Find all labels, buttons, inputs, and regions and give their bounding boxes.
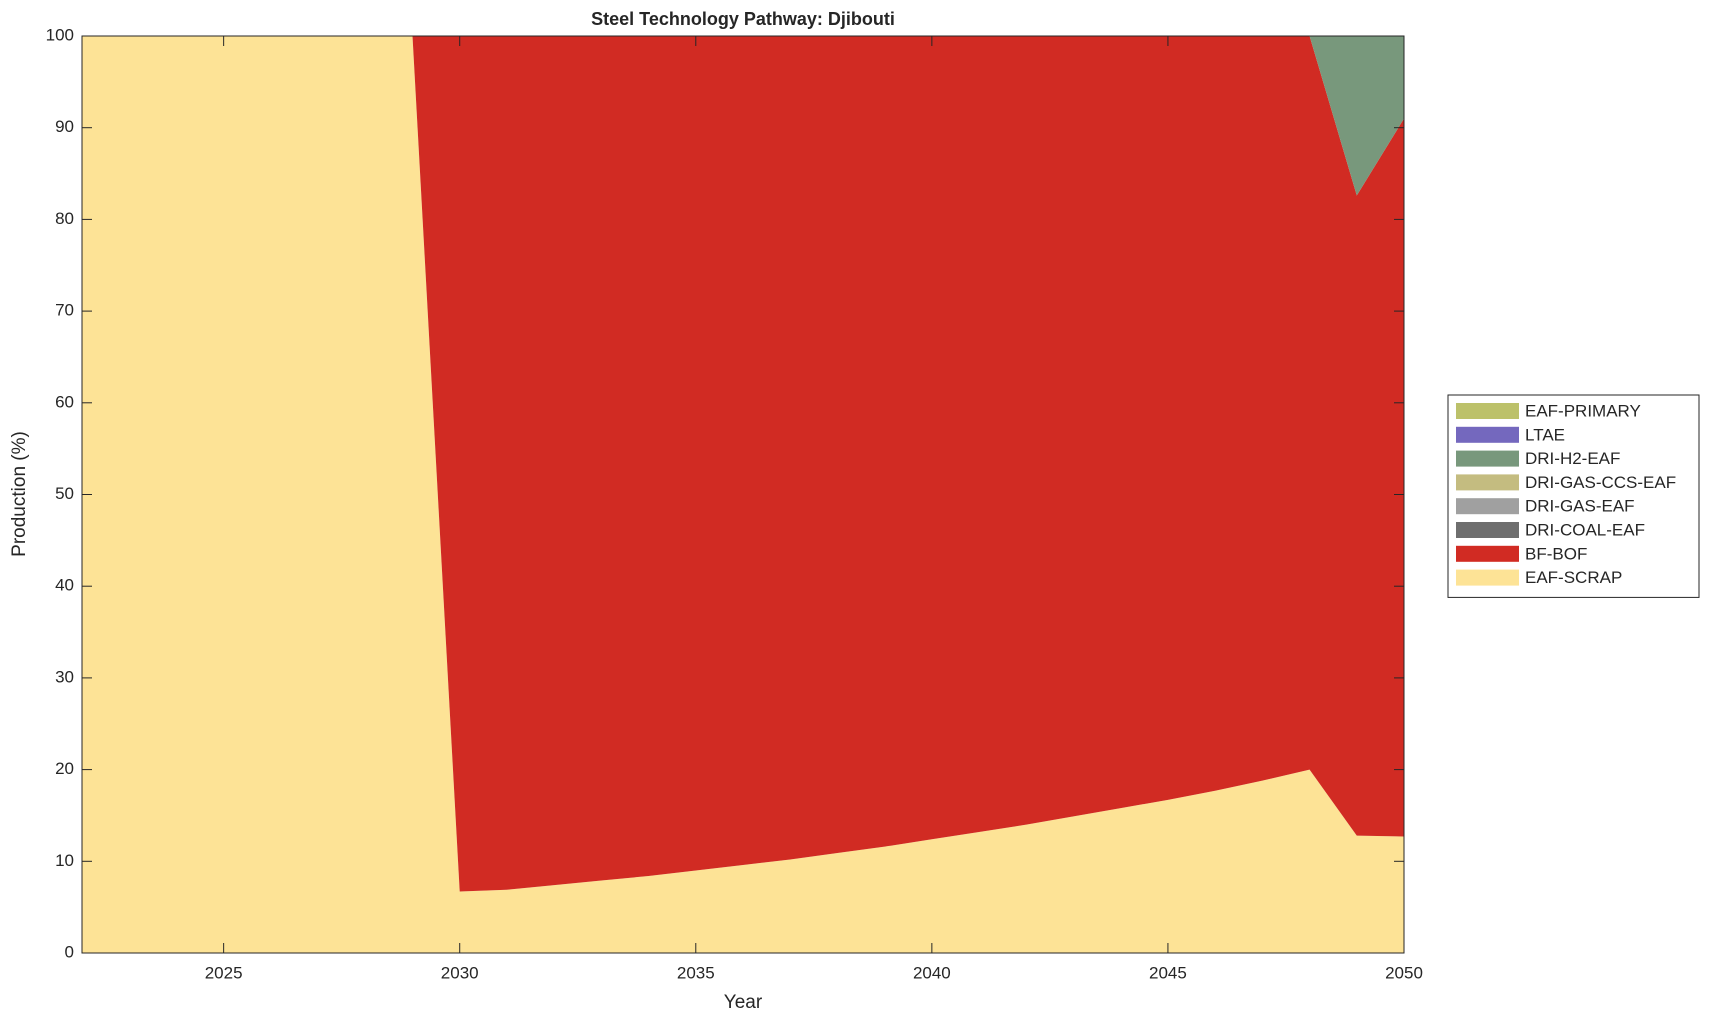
- legend-swatch: [1456, 403, 1519, 419]
- y-tick-label: 10: [55, 851, 74, 870]
- y-tick-label: 100: [46, 25, 74, 44]
- y-tick-label: 70: [55, 301, 74, 320]
- legend-swatch: [1456, 498, 1519, 515]
- x-tick-label: 2050: [1385, 963, 1423, 982]
- y-tick-label: 90: [55, 117, 74, 136]
- legend-label: EAF-PRIMARY: [1525, 401, 1641, 420]
- y-tick-label: 60: [55, 392, 74, 411]
- x-tick-label: 2035: [677, 963, 715, 982]
- x-tick-label: 2025: [205, 963, 243, 982]
- legend-label: DRI-GAS-EAF: [1525, 497, 1635, 516]
- x-tick-label: 2040: [913, 963, 951, 982]
- legend-swatch: [1456, 450, 1519, 467]
- y-tick-label: 20: [55, 759, 74, 778]
- y-tick-label: 50: [55, 484, 74, 503]
- legend-label: DRI-COAL-EAF: [1525, 520, 1645, 539]
- y-tick-label: 40: [55, 576, 74, 595]
- y-tick-label: 30: [55, 667, 74, 686]
- legend-label: DRI-H2-EAF: [1525, 449, 1620, 468]
- legend-label: DRI-GAS-CCS-EAF: [1525, 473, 1676, 492]
- legend-swatch: [1456, 545, 1519, 562]
- legend-swatch: [1456, 522, 1519, 538]
- area: [82, 36, 1404, 892]
- y-tick-label: 0: [65, 942, 74, 961]
- y-tick-label: 80: [55, 209, 74, 228]
- x-tick-label: 2045: [1149, 963, 1187, 982]
- x-axis-label: Year: [724, 992, 763, 1013]
- legend-swatch: [1456, 426, 1519, 443]
- chart-title: Steel Technology Pathway: Djibouti: [591, 9, 895, 29]
- legend-label: EAF-SCRAP: [1525, 568, 1622, 587]
- legend-swatch: [1456, 474, 1519, 491]
- legend-swatch: [1456, 569, 1519, 586]
- legend-label: LTAE: [1525, 425, 1565, 444]
- y-axis-label: Production (%): [9, 431, 30, 557]
- legend-label: BF-BOF: [1525, 544, 1587, 563]
- area: [82, 36, 1404, 953]
- x-tick-label: 2030: [441, 963, 479, 982]
